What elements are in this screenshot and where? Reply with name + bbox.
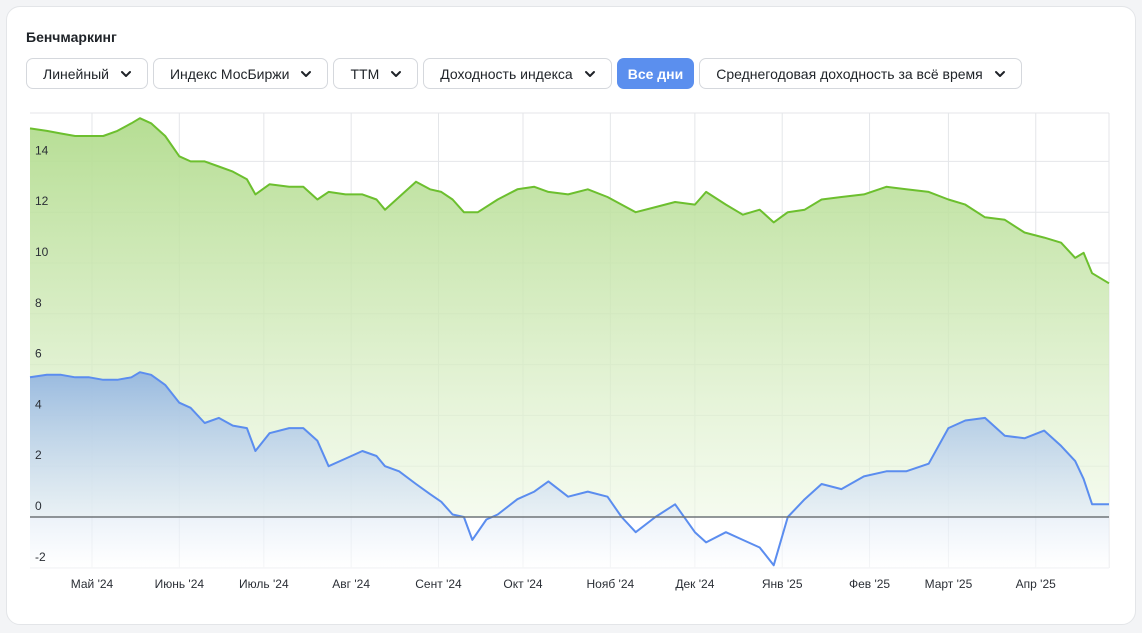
series-area-1: [30, 372, 1109, 568]
y-tick-label: 8: [35, 296, 42, 310]
chevron-down-icon: [120, 70, 131, 77]
x-tick-label: Авг '24: [332, 577, 370, 591]
x-tick-label: Нояб '24: [587, 577, 635, 591]
x-tick-label: Янв '25: [762, 577, 803, 591]
series-area-0: [30, 118, 1109, 517]
period-dropdown[interactable]: TTM: [333, 58, 419, 89]
period-dropdown-label: TTM: [350, 65, 380, 82]
metric-dropdown-label: Доходность индекса: [440, 65, 573, 82]
x-tick-label: Сент '24: [415, 577, 462, 591]
y-tick-label: 6: [35, 347, 42, 361]
x-tick-label: Июнь '24: [155, 577, 205, 591]
area-fills: [30, 118, 1109, 568]
scale-dropdown[interactable]: Линейный: [26, 58, 148, 89]
series-line-1: [29, 371, 1109, 567]
chevron-down-icon: [391, 70, 402, 77]
y-tick-label: -2: [35, 550, 46, 564]
chevron-down-icon: [301, 70, 312, 77]
x-tick-label: Март '25: [925, 577, 973, 591]
mode-dropdown[interactable]: Среднегодовая доходность за всё время: [699, 58, 1022, 89]
chart-toolbar: Линейный Индекс МосБиржи TTM Доходность …: [26, 58, 1022, 89]
x-tick-label: Окт '24: [503, 577, 543, 591]
y-tick-label: 14: [35, 143, 49, 157]
x-tick-label: Дек '24: [675, 577, 714, 591]
x-tick-label: Май '24: [71, 577, 114, 591]
series-lines: [29, 117, 1110, 567]
mode-dropdown-label: Среднегодовая доходность за всё время: [716, 65, 983, 82]
scale-dropdown-label: Линейный: [43, 65, 109, 82]
section-title: Бенчмаркинг: [26, 29, 117, 45]
y-tick-label: 0: [35, 499, 42, 513]
chevron-down-icon: [994, 70, 1005, 77]
y-tick-label: 2: [35, 448, 42, 462]
chevron-down-icon: [584, 70, 595, 77]
index-dropdown-label: Индекс МосБиржи: [169, 65, 290, 82]
all-days-button[interactable]: Все дни: [616, 58, 695, 89]
index-dropdown[interactable]: Индекс МосБиржи: [152, 58, 329, 89]
y-axis: 14 12 10 8 6 4 2 0 -2: [35, 143, 49, 563]
x-axis: Май '24 Июнь '24 Июль '24 Авг '24 Сент '24 Ок…: [71, 577, 1056, 591]
y-tick-label: 12: [35, 194, 49, 208]
x-tick-label: Апр '25: [1016, 577, 1056, 591]
x-tick-label: Фев '25: [849, 577, 890, 591]
y-tick-label: 10: [35, 245, 49, 259]
series-line-0: [29, 117, 1110, 285]
x-tick-label: Июль '24: [239, 577, 289, 591]
y-tick-label: 4: [35, 397, 42, 411]
metric-dropdown[interactable]: Доходность индекса: [423, 58, 612, 89]
